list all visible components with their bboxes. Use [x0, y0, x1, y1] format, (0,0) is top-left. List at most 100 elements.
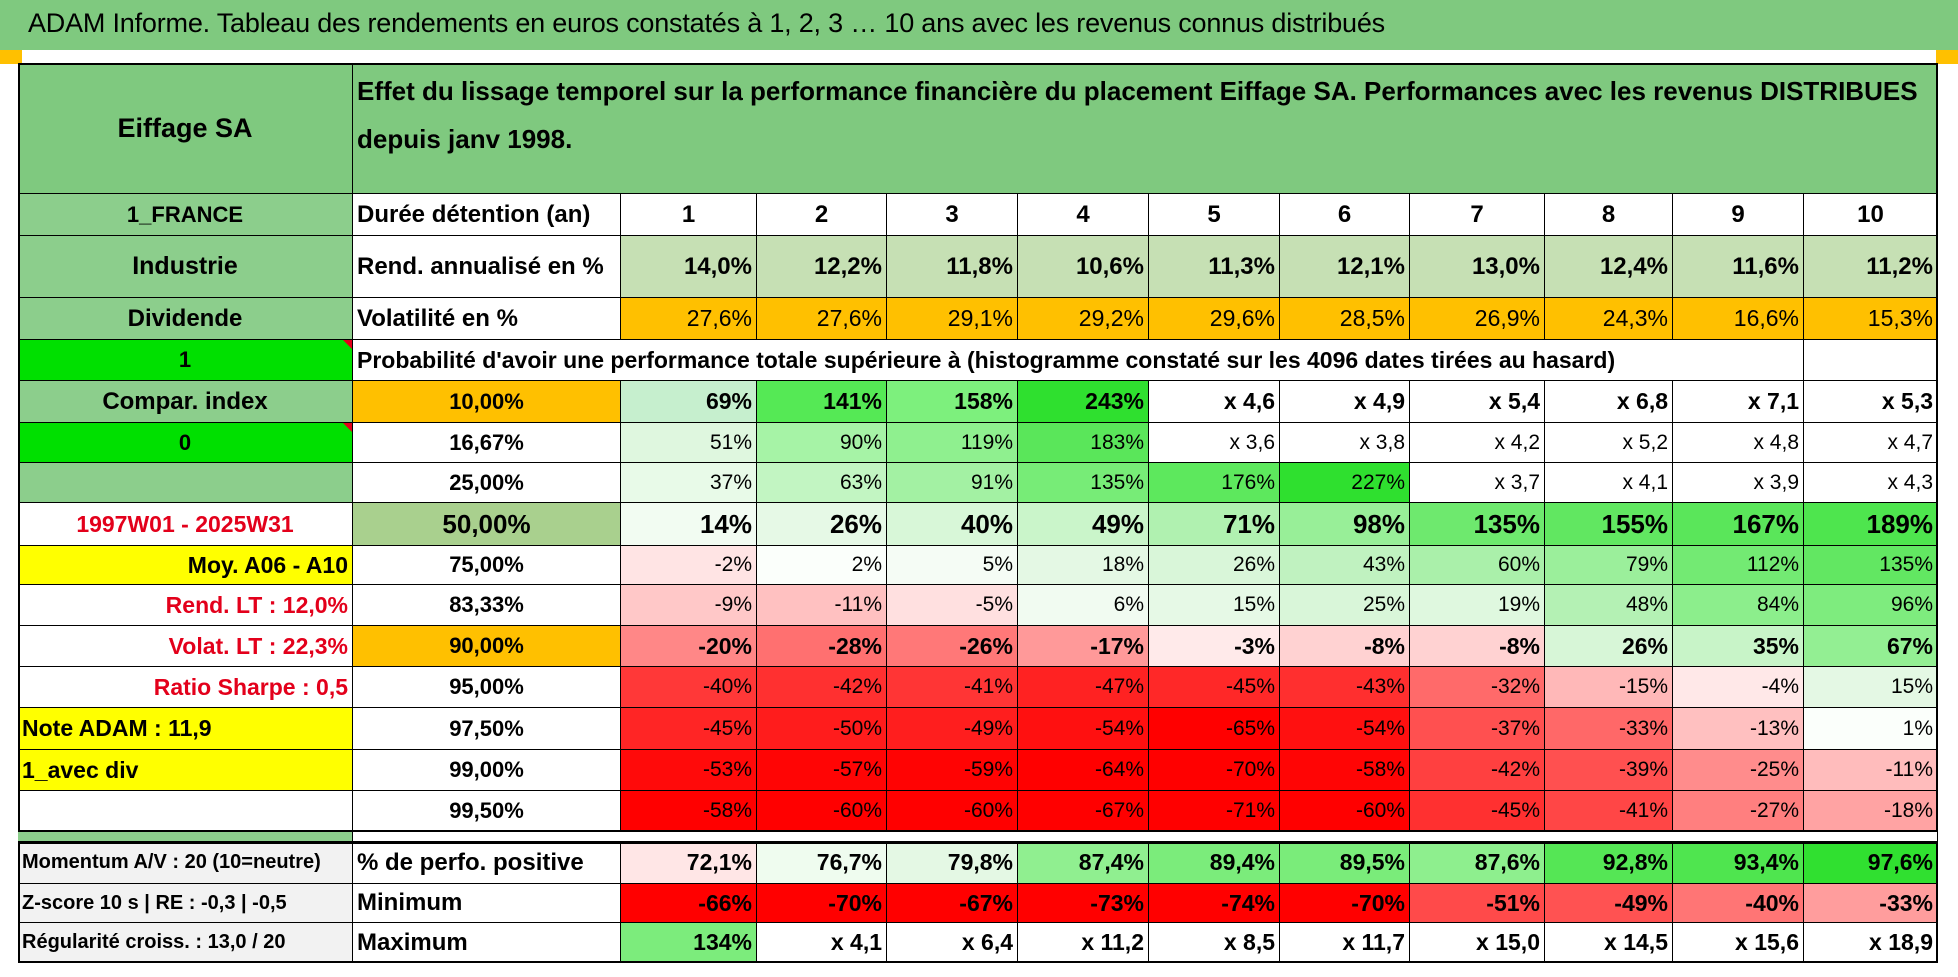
probability-value: -3%	[1149, 626, 1280, 667]
maximum-value: x 6,4	[887, 923, 1018, 963]
probability-value: 176%	[1149, 463, 1280, 503]
maximum-value: x 8,5	[1149, 923, 1280, 963]
maximum-value: x 11,7	[1280, 923, 1410, 963]
flag-zero: 0	[18, 423, 353, 463]
minimum-value: -70%	[757, 884, 887, 923]
annual-return-value: 11,2%	[1804, 236, 1938, 298]
probability-value: 135%	[1410, 503, 1545, 546]
year-header: 8	[1545, 194, 1673, 236]
probability-value: 135%	[1804, 546, 1938, 585]
probability-threshold: 97,50%	[353, 708, 621, 750]
probability-value: 15%	[1804, 667, 1938, 708]
probability-value: -45%	[1149, 667, 1280, 708]
probability-value: -41%	[1545, 791, 1673, 832]
probability-threshold: 10,00%	[353, 381, 621, 423]
probability-value: -15%	[1545, 667, 1673, 708]
probability-threshold: 16,67%	[353, 423, 621, 463]
volatility-value: 29,2%	[1018, 298, 1149, 340]
probability-value: -33%	[1545, 708, 1673, 750]
period-label: 1997W01 - 2025W31	[18, 503, 353, 546]
probability-value: 6%	[1018, 585, 1149, 626]
probability-value: -9%	[621, 585, 757, 626]
minimum-value: -49%	[1545, 884, 1673, 923]
minimum-value: -66%	[621, 884, 757, 923]
table-header-text: Effet du lissage temporel sur la perform…	[353, 63, 1938, 194]
probability-value: 26%	[757, 503, 887, 546]
probability-caption: Probabilité d'avoir une performance tota…	[353, 340, 1804, 381]
probability-value: -37%	[1410, 708, 1545, 750]
probability-value: -70%	[1149, 750, 1280, 791]
probability-value: -20%	[621, 626, 757, 667]
probability-value: 35%	[1673, 626, 1804, 667]
probability-value: 98%	[1280, 503, 1410, 546]
probability-value: -4%	[1673, 667, 1804, 708]
volat-lt-label: Volat. LT : 22,3%	[18, 626, 353, 667]
minimum-value: -73%	[1018, 884, 1149, 923]
probability-value: -2%	[621, 546, 757, 585]
year-header: 5	[1149, 194, 1280, 236]
probability-value: -45%	[1410, 791, 1545, 832]
probability-value: 141%	[757, 381, 887, 423]
probability-value: -71%	[1149, 791, 1280, 832]
probability-value: 2%	[757, 546, 887, 585]
probability-value: -11%	[757, 585, 887, 626]
probability-value: -58%	[1280, 750, 1410, 791]
minimum-value: -74%	[1149, 884, 1280, 923]
probability-value: -25%	[1673, 750, 1804, 791]
volatility-value: 16,6%	[1673, 298, 1804, 340]
left-blank-white	[18, 791, 353, 832]
maximum-value: x 11,2	[1018, 923, 1149, 963]
probability-value: -45%	[621, 708, 757, 750]
pct-positive-value: 79,8%	[887, 842, 1018, 884]
probability-value: -8%	[1280, 626, 1410, 667]
annual-return-value: 10,6%	[1018, 236, 1149, 298]
probability-value: 5%	[887, 546, 1018, 585]
duration-label: Durée détention (an)	[353, 194, 621, 236]
volatility-label: Volatilité en %	[353, 298, 621, 340]
maximum-value: x 18,9	[1804, 923, 1938, 963]
performance-table: Eiffage SA Effet du lissage temporel sur …	[18, 63, 1938, 975]
title-bar: ADAM Informe. Tableau des rendements en …	[0, 0, 1958, 50]
pct-positive-label: % de perfo. positive	[353, 842, 621, 884]
pct-positive-value: 97,6%	[1804, 842, 1938, 884]
probability-threshold: 99,50%	[353, 791, 621, 832]
probability-value: x 4,6	[1149, 381, 1280, 423]
probability-value: x 6,8	[1545, 381, 1673, 423]
probability-value: 49%	[1018, 503, 1149, 546]
volatility-value: 26,9%	[1410, 298, 1545, 340]
page-title: ADAM Informe. Tableau des rendements en …	[28, 8, 1385, 38]
year-header: 4	[1018, 194, 1149, 236]
probability-value: 19%	[1410, 585, 1545, 626]
caption-blank	[1804, 340, 1938, 381]
probability-value: 1%	[1804, 708, 1938, 750]
probability-value: 112%	[1673, 546, 1804, 585]
year-header: 2	[757, 194, 887, 236]
probability-value: -54%	[1018, 708, 1149, 750]
probability-value: 183%	[1018, 423, 1149, 463]
maximum-value: x 4,1	[757, 923, 887, 963]
probability-value: x 4,8	[1673, 423, 1804, 463]
probability-value: x 7,1	[1673, 381, 1804, 423]
probability-value: 43%	[1280, 546, 1410, 585]
probability-value: -65%	[1149, 708, 1280, 750]
probability-value: -57%	[757, 750, 887, 791]
probability-value: 189%	[1804, 503, 1938, 546]
probability-value: -11%	[1804, 750, 1938, 791]
probability-value: -40%	[621, 667, 757, 708]
year-header: 10	[1804, 194, 1938, 236]
probability-threshold: 25,00%	[353, 463, 621, 503]
comment-marker-icon	[343, 340, 352, 349]
pct-positive-value: 87,4%	[1018, 842, 1149, 884]
probability-value: -17%	[1018, 626, 1149, 667]
year-header: 7	[1410, 194, 1545, 236]
company-name: Eiffage SA	[18, 63, 353, 194]
probability-value: 48%	[1545, 585, 1673, 626]
flag-one: 1	[18, 340, 353, 381]
probability-value: 71%	[1149, 503, 1280, 546]
probability-threshold: 75,00%	[353, 546, 621, 585]
probability-value: -58%	[621, 791, 757, 832]
spacer-left	[18, 832, 353, 842]
probability-threshold: 50,00%	[353, 503, 621, 546]
probability-value: 60%	[1410, 546, 1545, 585]
probability-value: x 4,3	[1804, 463, 1938, 503]
